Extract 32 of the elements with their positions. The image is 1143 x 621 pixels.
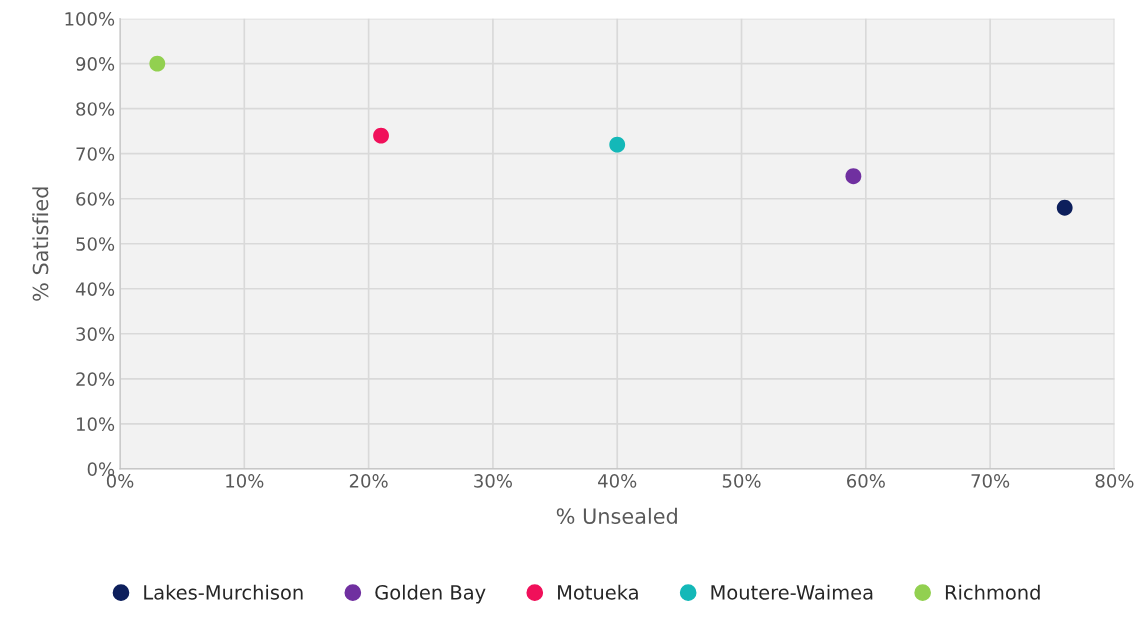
y-tick-label: 80% xyxy=(76,102,115,116)
y-tick-label: 70% xyxy=(76,147,115,161)
point xyxy=(1056,199,1073,216)
x-tick-label: 80% xyxy=(1095,474,1134,488)
y-tick-label: 40% xyxy=(75,282,115,296)
x-tick-label: 40% xyxy=(598,474,637,488)
legend-label: Richmond xyxy=(945,584,1040,600)
y-tick-label: 60% xyxy=(76,192,115,206)
y-tick-label: 20% xyxy=(76,372,115,386)
y-tick-label: 0% xyxy=(87,462,115,476)
x-tick-label: 20% xyxy=(349,474,388,488)
y-tick-label: 100% xyxy=(65,12,115,26)
point xyxy=(845,168,862,185)
y-axis-title: % Satisfied xyxy=(32,187,49,301)
point xyxy=(609,136,626,153)
legend-label: Moutere-Waimea xyxy=(711,584,873,600)
legend-label: Motueka xyxy=(558,584,638,600)
x-tick-label: 30% xyxy=(474,474,512,488)
y-tick-label: 30% xyxy=(76,327,115,341)
point xyxy=(149,55,166,72)
x-axis-title: % Unsealed xyxy=(556,507,677,524)
x-tick-label: 10% xyxy=(226,474,264,488)
y-tick-label: 90% xyxy=(76,57,115,71)
legend-label: Golden Bay xyxy=(375,584,486,604)
x-tick-label: 50% xyxy=(722,474,761,488)
x-tick-label: 0% xyxy=(106,474,134,488)
x-tick-label: 60% xyxy=(847,474,885,488)
point xyxy=(373,127,389,144)
legend-label: Lakes-Murchison xyxy=(144,584,303,600)
x-tick-label: 70% xyxy=(971,474,1010,488)
y-tick-label: 10% xyxy=(77,417,115,431)
y-tick-label: 50% xyxy=(76,237,115,251)
